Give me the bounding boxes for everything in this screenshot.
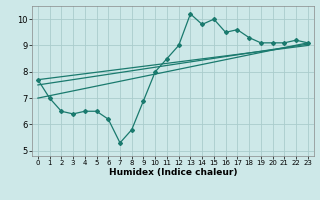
X-axis label: Humidex (Indice chaleur): Humidex (Indice chaleur) [108,168,237,177]
